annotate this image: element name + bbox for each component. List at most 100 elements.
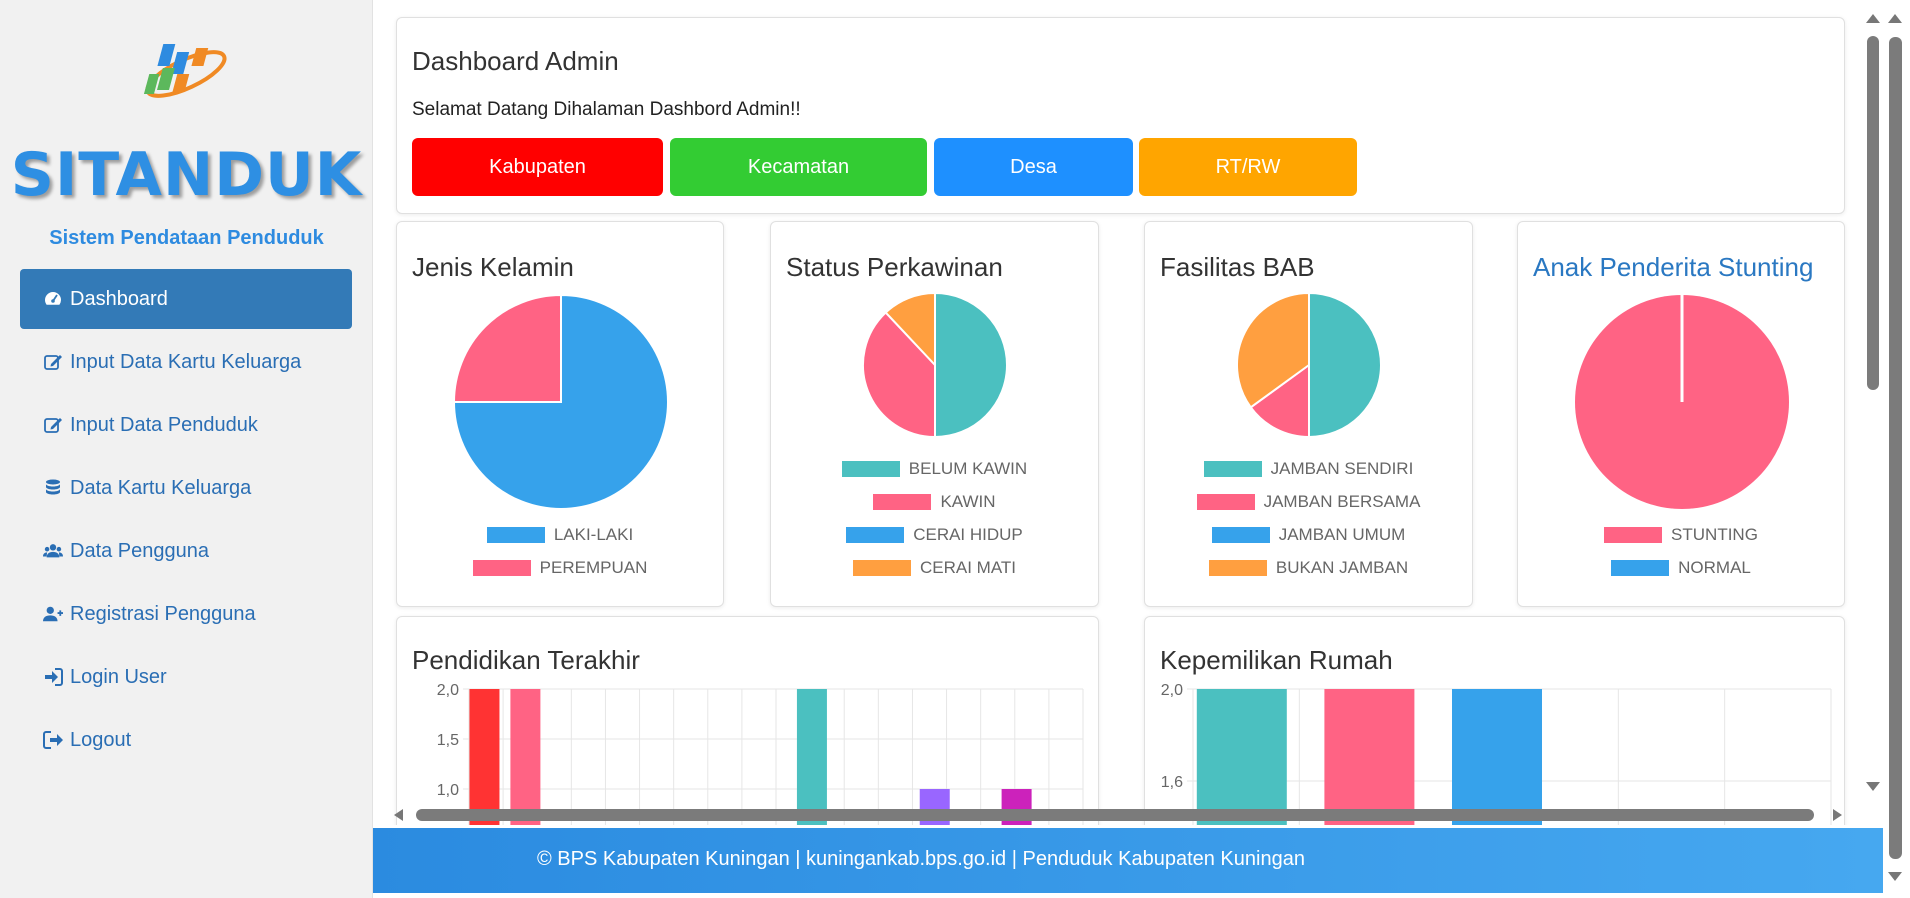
legend-swatch: [1208, 559, 1267, 576]
scroll-up-icon[interactable]: [1866, 14, 1880, 23]
sidebar-item-dashboard[interactable]: Dashboard: [20, 269, 352, 329]
legend-swatch: [1203, 460, 1262, 477]
legend-item[interactable]: JAMBAN UMUM: [1145, 518, 1472, 551]
legend-item[interactable]: STUNTING: [1518, 518, 1844, 551]
kepemilikan-bar-chart: 2,01,61,2: [1161, 682, 1832, 825]
main-content: Dashboard Admin Selamat Datang Dihalaman…: [374, 0, 1868, 825]
legend-swatch: [852, 559, 911, 576]
legend-item[interactable]: BELUM KAWIN: [771, 452, 1098, 485]
legend-item[interactable]: NORMAL: [1518, 551, 1844, 584]
rtrw-button[interactable]: RT/RW: [1139, 138, 1357, 196]
fasilitas-bab-card: Fasilitas BAB JAMBAN SENDIRI JAMBAN BERS…: [1144, 221, 1473, 607]
page-scroll-thumb[interactable]: [1889, 37, 1902, 859]
legend-swatch: [1604, 526, 1663, 543]
dashboard-icon: [42, 288, 64, 310]
chart-title: Pendidikan Terakhir: [412, 645, 640, 675]
bar[interactable]: [469, 689, 500, 825]
y-tick-label: 1,6: [1161, 774, 1183, 791]
pie-slice-jamban-sendiri[interactable]: [1308, 292, 1382, 439]
bar[interactable]: [1324, 689, 1415, 825]
sidebar-item-registrasi[interactable]: Registrasi Pengguna: [20, 584, 352, 644]
content-vertical-scrollbar[interactable]: [1862, 10, 1882, 800]
sidebar-item-input-kk[interactable]: Input Data Kartu Keluarga: [20, 332, 352, 392]
sidebar-item-input-penduduk[interactable]: Input Data Penduduk: [20, 395, 352, 455]
legend-item[interactable]: JAMBAN SENDIRI: [1145, 452, 1472, 485]
sidebar-item-login[interactable]: Login User: [20, 647, 352, 707]
scroll-down-icon[interactable]: [1866, 782, 1880, 791]
legend-label: NORMAL: [1678, 557, 1751, 577]
scroll-up-icon[interactable]: [1888, 14, 1902, 23]
brand-subtitle: Sistem Pendataan Penduduk: [49, 227, 324, 249]
pie-slice-jamban-bersama[interactable]: [1249, 363, 1310, 439]
status-perkawinan-pie: [862, 292, 1008, 439]
content-scroll-thumb[interactable]: [1867, 36, 1879, 390]
legend-label: CERAI HIDUP: [913, 524, 1023, 544]
welcome-text: Selamat Datang Dihalaman Dashbord Admin!…: [412, 99, 801, 120]
user-plus-icon: [42, 603, 64, 625]
kecamatan-button[interactable]: Kecamatan: [670, 138, 927, 196]
horizontal-scroll-thumb[interactable]: [416, 809, 1814, 821]
dashboard-admin-card: Dashboard Admin Selamat Datang Dihalaman…: [396, 17, 1845, 214]
pendidikan-bar-chart: 2,01,51,00,5: [437, 682, 1084, 825]
y-tick-label: 1,0: [437, 782, 459, 799]
scroll-down-icon[interactable]: [1888, 872, 1902, 881]
kabupaten-button[interactable]: Kabupaten: [412, 138, 663, 196]
chart-title: Fasilitas BAB: [1160, 252, 1315, 282]
chart-title: Kepemilikan Rumah: [1160, 645, 1393, 675]
legend-swatch: [1211, 526, 1270, 543]
legend-label: JAMBAN BERSAMA: [1263, 491, 1421, 511]
stunting-pie: [1575, 295, 1789, 509]
scroll-right-icon[interactable]: [1833, 809, 1842, 821]
horizontal-scrollbar[interactable]: [392, 806, 1847, 824]
pie-slice-perempuan[interactable]: [452, 293, 562, 403]
sidebar-menu: Dashboard Input Data Kartu Keluarga Inpu…: [20, 269, 352, 773]
sidebar-item-label: Dashboard: [70, 287, 168, 310]
scroll-left-icon[interactable]: [394, 809, 403, 821]
legend-item[interactable]: CERAI HIDUP: [771, 518, 1098, 551]
sidebar-item-data-kk[interactable]: Data Kartu Keluarga: [20, 458, 352, 518]
legend-swatch: [486, 526, 545, 543]
bps-logo-icon: [143, 44, 227, 98]
chart-legend: STUNTING NORMAL: [1518, 518, 1844, 584]
sidebar-item-logout[interactable]: Logout: [20, 710, 352, 770]
pie-slice-bukan-jamban[interactable]: [1236, 292, 1310, 409]
sign-out-icon: [42, 729, 64, 751]
bar[interactable]: [510, 689, 541, 825]
kepemilikan-rumah-card: Kepemilikan Rumah 2,01,61,2: [1144, 616, 1845, 825]
legend-item[interactable]: BUKAN JAMBAN: [1145, 551, 1472, 584]
sidebar-item-data-pengguna[interactable]: Data Pengguna: [20, 521, 352, 581]
stunting-card: Anak Penderita Stunting STUNTING NORMAL: [1517, 221, 1845, 607]
legend-label: PEREMPUAN: [539, 557, 648, 577]
legend-item[interactable]: CERAI MATI: [771, 551, 1098, 584]
desa-button[interactable]: Desa: [934, 138, 1133, 196]
legend-label: BUKAN JAMBAN: [1275, 557, 1409, 577]
legend-label: CERAI MATI: [919, 557, 1017, 577]
chart-title: Status Perkawinan: [786, 252, 1003, 282]
sidebar-item-label: Logout: [70, 728, 132, 751]
footer-text: © BPS Kabupaten Kuningan | kuningankab.b…: [537, 848, 1305, 870]
bar[interactable]: [1452, 689, 1542, 825]
chart-legend: JAMBAN SENDIRI JAMBAN BERSAMA JAMBAN UMU…: [1145, 452, 1472, 584]
chart-title: Anak Penderita Stunting: [1533, 252, 1814, 282]
legend-swatch: [846, 526, 905, 543]
bar[interactable]: [1196, 689, 1287, 825]
pie-slice-belum-kawin[interactable]: [934, 292, 1008, 439]
page-vertical-scrollbar[interactable]: [1884, 10, 1906, 898]
legend-item[interactable]: KAWIN: [771, 485, 1098, 518]
legend-swatch: [873, 493, 932, 510]
sign-in-icon: [42, 666, 64, 688]
edit-icon: [42, 351, 64, 373]
pie-slice-kawin[interactable]: [862, 311, 936, 439]
sidebar-item-label: Data Pengguna: [70, 539, 210, 562]
legend-item[interactable]: JAMBAN BERSAMA: [1145, 485, 1472, 518]
database-icon: [42, 477, 64, 499]
bar[interactable]: [796, 689, 827, 825]
sidebar-item-label: Input Data Kartu Keluarga: [70, 350, 302, 373]
pendidikan-terakhir-card: Pendidikan Terakhir 2,01,51,00,5: [396, 616, 1099, 825]
fasilitas-bab-pie: [1236, 292, 1382, 439]
legend-item[interactable]: LAKI-LAKI: [397, 518, 723, 551]
legend-item[interactable]: PEREMPUAN: [397, 551, 723, 584]
pie-slice-laki-laki[interactable]: [452, 293, 669, 510]
pie-slice-cerai-mati[interactable]: [884, 292, 936, 368]
